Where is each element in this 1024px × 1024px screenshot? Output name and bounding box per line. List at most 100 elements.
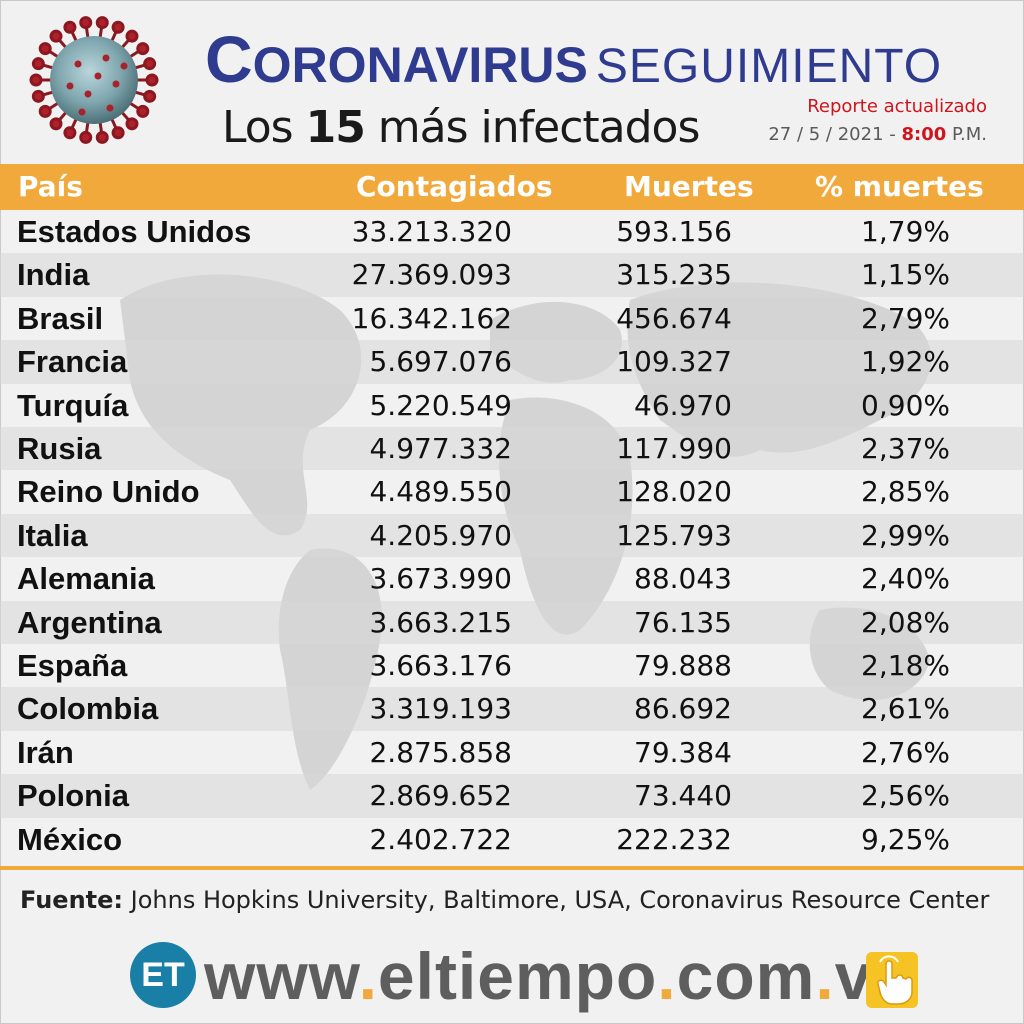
cell-cases: 27.369.093 bbox=[351, 258, 512, 292]
cell-deaths: 109.327 bbox=[616, 345, 732, 379]
cell-death-rate: 9,25% bbox=[861, 822, 950, 856]
report-datetime: 27 / 5 / 2021 - 8:00 P.M. bbox=[768, 121, 987, 149]
cell-cases: 33.213.320 bbox=[351, 215, 512, 248]
column-header-cases: Contagiados bbox=[356, 170, 553, 203]
cell-cases: 3.663.176 bbox=[369, 649, 512, 682]
title-initial: C bbox=[205, 22, 253, 96]
cell-death-rate: 2,85% bbox=[861, 475, 950, 509]
cell-death-rate: 2,76% bbox=[861, 735, 950, 769]
cell-deaths: 593.156 bbox=[616, 215, 732, 248]
cell-cases: 5.220.549 bbox=[369, 388, 512, 422]
cell-country: Turquía bbox=[17, 387, 129, 423]
url-part: eltiempo bbox=[377, 939, 658, 1013]
cell-deaths: 88.043 bbox=[634, 562, 732, 596]
footer: ET www.eltiempo.com.ve bbox=[0, 932, 1024, 1022]
cell-deaths: 76.135 bbox=[634, 605, 732, 639]
table-body: Estados Unidos 33.213.320 593.156 1,79% Indi… bbox=[0, 210, 1024, 860]
cell-deaths: 315.235 bbox=[616, 258, 732, 292]
cell-cases: 2.875.858 bbox=[369, 735, 512, 769]
cell-country: Rusia bbox=[17, 431, 102, 466]
report-ampm: P.M. bbox=[946, 124, 987, 145]
url-dot: . bbox=[657, 939, 677, 1013]
cell-deaths: 128.020 bbox=[616, 475, 732, 509]
cell-deaths: 79.888 bbox=[634, 649, 732, 682]
source-text: Johns Hopkins University, Baltimore, USA… bbox=[123, 886, 990, 914]
cell-country: Alemania bbox=[17, 561, 155, 597]
subtitle-post: más infectados bbox=[364, 102, 701, 153]
cell-deaths: 86.692 bbox=[634, 692, 732, 726]
cell-cases: 16.342.162 bbox=[351, 301, 512, 335]
cell-country: Italia bbox=[17, 517, 88, 553]
table-row: Estados Unidos 33.213.320 593.156 1,79% bbox=[0, 210, 1024, 253]
cell-death-rate: 2,79% bbox=[861, 301, 950, 335]
column-header-deaths: Muertes bbox=[624, 170, 754, 203]
table-row: Irán 2.875.858 79.384 2,76% bbox=[0, 731, 1024, 774]
source-label: Fuente: bbox=[20, 886, 123, 914]
cell-country: Reino Unido bbox=[17, 474, 200, 510]
divider bbox=[0, 866, 1024, 870]
coronavirus-icon bbox=[29, 16, 159, 144]
cell-death-rate: 2,18% bbox=[861, 649, 950, 682]
cell-country: Irán bbox=[17, 734, 74, 770]
cell-cases: 3.673.990 bbox=[369, 562, 512, 596]
subtitle-pre: Los bbox=[222, 102, 306, 153]
cell-death-rate: 1,92% bbox=[861, 345, 950, 379]
cell-deaths: 222.232 bbox=[616, 822, 732, 856]
cell-death-rate: 0,90% bbox=[861, 388, 950, 422]
cell-death-rate: 2,37% bbox=[861, 432, 950, 465]
subtitle: Los 15 más infectados bbox=[222, 100, 701, 156]
cell-country: Argentina bbox=[17, 604, 162, 640]
cell-death-rate: 2,61% bbox=[861, 692, 950, 726]
cell-deaths: 125.793 bbox=[616, 518, 732, 552]
cell-death-rate: 2,56% bbox=[861, 779, 950, 813]
website-url[interactable]: www.eltiempo.com.ve bbox=[204, 938, 910, 1014]
source-note: Fuente: Johns Hopkins University, Baltim… bbox=[20, 883, 989, 917]
cell-deaths: 117.990 bbox=[616, 432, 732, 465]
cell-death-rate: 2,08% bbox=[861, 605, 950, 639]
title-rest: ORONAVIRUS bbox=[252, 37, 588, 93]
table-row: India 27.369.093 315.235 1,15% bbox=[0, 253, 1024, 297]
cell-country: Colombia bbox=[17, 691, 159, 727]
cell-country: Estados Unidos bbox=[17, 214, 252, 249]
page-title: CORONAVIRUS SEGUIMIENTO bbox=[205, 24, 942, 102]
column-header-country: País bbox=[18, 170, 83, 203]
table-row: Polonia 2.869.652 73.440 2,56% bbox=[0, 774, 1024, 818]
url-dot: . bbox=[815, 939, 835, 1013]
url-dot: . bbox=[358, 939, 378, 1013]
pointer-hand-icon[interactable] bbox=[866, 952, 918, 1008]
cell-cases: 3.319.193 bbox=[369, 692, 512, 726]
table-row: México 2.402.722 222.232 9,25% bbox=[0, 818, 1024, 861]
cell-death-rate: 2,99% bbox=[861, 518, 950, 552]
report-info: Reporte actualizado 27 / 5 / 2021 - 8:00… bbox=[768, 93, 987, 149]
table-row: Italia 4.205.970 125.793 2,99% bbox=[0, 513, 1024, 558]
et-logo[interactable]: ET bbox=[130, 942, 196, 1008]
cell-deaths: 456.674 bbox=[616, 301, 732, 335]
cell-country: Francia bbox=[17, 344, 128, 380]
table-row: Francia 5.697.076 109.327 1,92% bbox=[0, 340, 1024, 384]
cell-cases: 2.402.722 bbox=[369, 822, 512, 856]
url-part: com bbox=[676, 939, 816, 1013]
cell-country: España bbox=[17, 648, 128, 683]
cell-cases: 4.489.550 bbox=[369, 475, 512, 509]
table-row: Brasil 16.342.162 456.674 2,79% bbox=[0, 297, 1024, 340]
table-row: Reino Unido 4.489.550 128.020 2,85% bbox=[0, 470, 1024, 513]
table-row: Argentina 3.663.215 76.135 2,08% bbox=[0, 600, 1024, 644]
cell-cases: 4.205.970 bbox=[369, 518, 512, 552]
cell-death-rate: 1,79% bbox=[861, 215, 950, 248]
table-row: Alemania 3.673.990 88.043 2,40% bbox=[0, 557, 1024, 600]
table-row: Turquía 5.220.549 46.970 0,90% bbox=[0, 384, 1024, 427]
report-date: 27 / 5 / 2021 - bbox=[768, 124, 902, 145]
table-row: España 3.663.176 79.888 2,18% bbox=[0, 644, 1024, 687]
cell-cases: 2.869.652 bbox=[369, 779, 512, 813]
cell-country: Brasil bbox=[17, 300, 104, 336]
cell-country: México bbox=[17, 821, 123, 857]
title-secondary: SEGUIMIENTO bbox=[595, 40, 943, 93]
report-time: 8:00 bbox=[901, 124, 947, 145]
url-part: www bbox=[204, 939, 359, 1013]
report-label: Reporte actualizado bbox=[807, 96, 987, 117]
cell-death-rate: 1,15% bbox=[861, 258, 950, 292]
cell-deaths: 73.440 bbox=[634, 779, 732, 813]
table-header: País Contagiados Muertes % muertes bbox=[0, 164, 1024, 210]
cell-deaths: 46.970 bbox=[634, 388, 732, 422]
table-row: Colombia 3.319.193 86.692 2,61% bbox=[0, 687, 1024, 731]
